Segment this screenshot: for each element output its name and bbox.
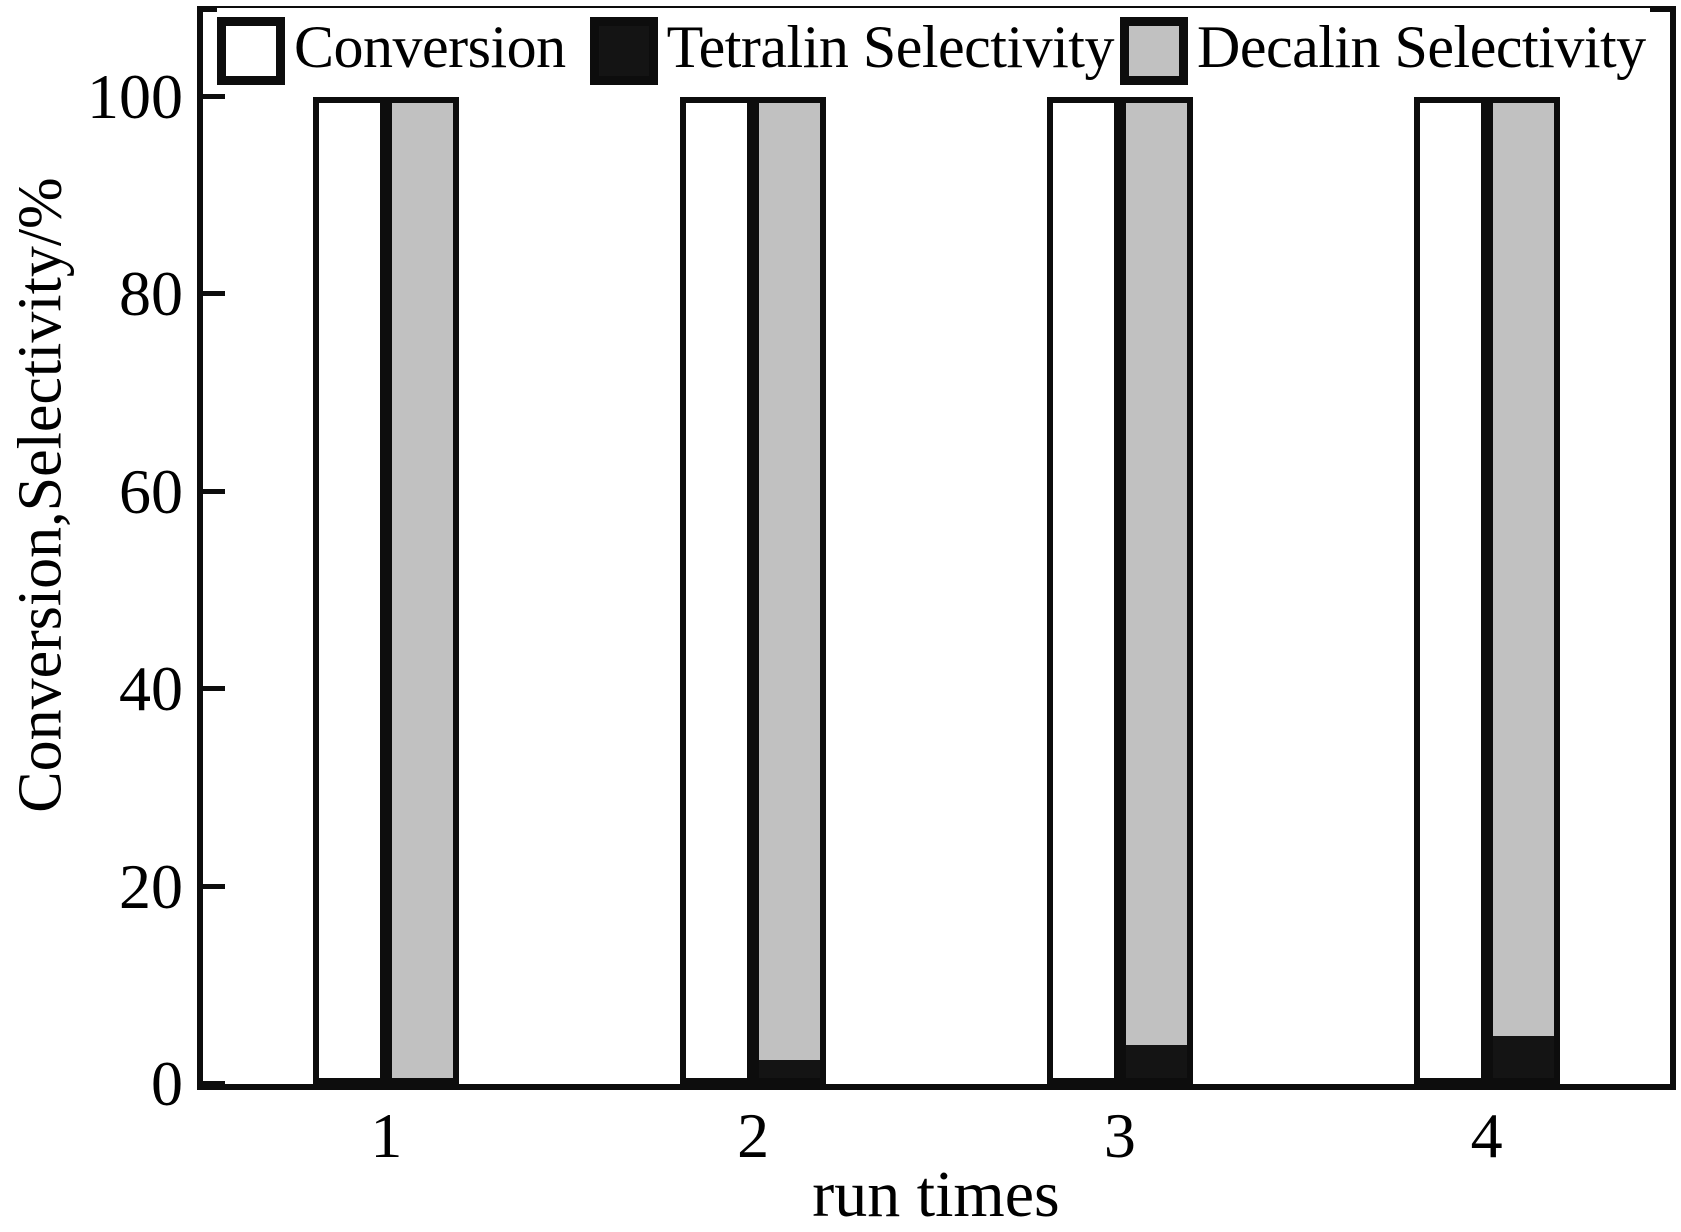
y-tick-100: [203, 93, 225, 99]
bar-conversion-run-1: [313, 96, 387, 1084]
legend-swatch-conversion: [217, 17, 285, 85]
segment-decalin-run-1: [392, 102, 454, 1078]
bar-stack-run-2: [753, 96, 827, 1084]
x-axis-title: run times: [812, 1158, 1060, 1231]
legend-item-decalin-selectivity: Decalin Selectivity: [1119, 8, 1646, 86]
segment-tetralin-run-3: [1125, 1045, 1187, 1078]
segment-decalin-run-2: [759, 102, 821, 1061]
y-tick-label-40: 40: [119, 653, 183, 725]
bar-stack-run-1: [386, 96, 460, 1084]
y-tick-60: [203, 488, 225, 494]
legend-label-decalin-selectivity: Decalin Selectivity: [1196, 14, 1646, 80]
y-tick-0: [203, 1081, 225, 1086]
legend: Conversion Tetralin Selectivity Decalin …: [217, 8, 1650, 86]
legend-swatch-tetralin-selectivity: [589, 17, 658, 85]
legend-swatch-decalin-selectivity: [1119, 17, 1188, 85]
bar-stack-run-3: [1119, 96, 1193, 1084]
legend-label-tetralin-selectivity: Tetralin Selectivity: [666, 14, 1115, 80]
y-axis-title: Conversion,Selectivity/%: [6, 177, 75, 813]
bar-conversion-run-4: [1413, 96, 1487, 1084]
legend-item-conversion: Conversion: [217, 8, 566, 86]
segment-decalin-run-4: [1492, 102, 1554, 1036]
bars-layer: [203, 12, 1670, 1084]
x-tick-label-3: 3: [1103, 1100, 1136, 1171]
segment-decalin-run-3: [1125, 102, 1187, 1046]
bar-stack-run-4: [1486, 96, 1560, 1084]
bar-conversion-run-3: [1046, 96, 1120, 1084]
y-tick-label-100: 100: [87, 60, 183, 132]
bar-conversion-run-2: [680, 96, 754, 1084]
legend-label-conversion: Conversion: [294, 14, 566, 80]
y-tick-label-80: 80: [119, 258, 183, 330]
x-tick-label-4: 4: [1470, 1100, 1503, 1171]
y-tick-label-60: 60: [119, 455, 183, 527]
x-tick-label-2: 2: [737, 1100, 770, 1171]
segment-tetralin-run-2: [759, 1060, 821, 1078]
y-tick-40: [203, 686, 225, 692]
y-ticks-layer: [203, 12, 1670, 1086]
y-tick-80: [203, 291, 225, 297]
legend-item-tetralin-selectivity: Tetralin Selectivity: [589, 8, 1115, 86]
segment-tetralin-run-4: [1492, 1035, 1554, 1078]
y-tick-20: [203, 883, 225, 889]
plot-area: Conversion Tetralin Selectivity Decalin …: [197, 6, 1676, 1090]
x-tick-label-1: 1: [370, 1100, 403, 1171]
y-tick-label-0: 0: [151, 1048, 183, 1119]
y-tick-label-20: 20: [119, 850, 183, 922]
